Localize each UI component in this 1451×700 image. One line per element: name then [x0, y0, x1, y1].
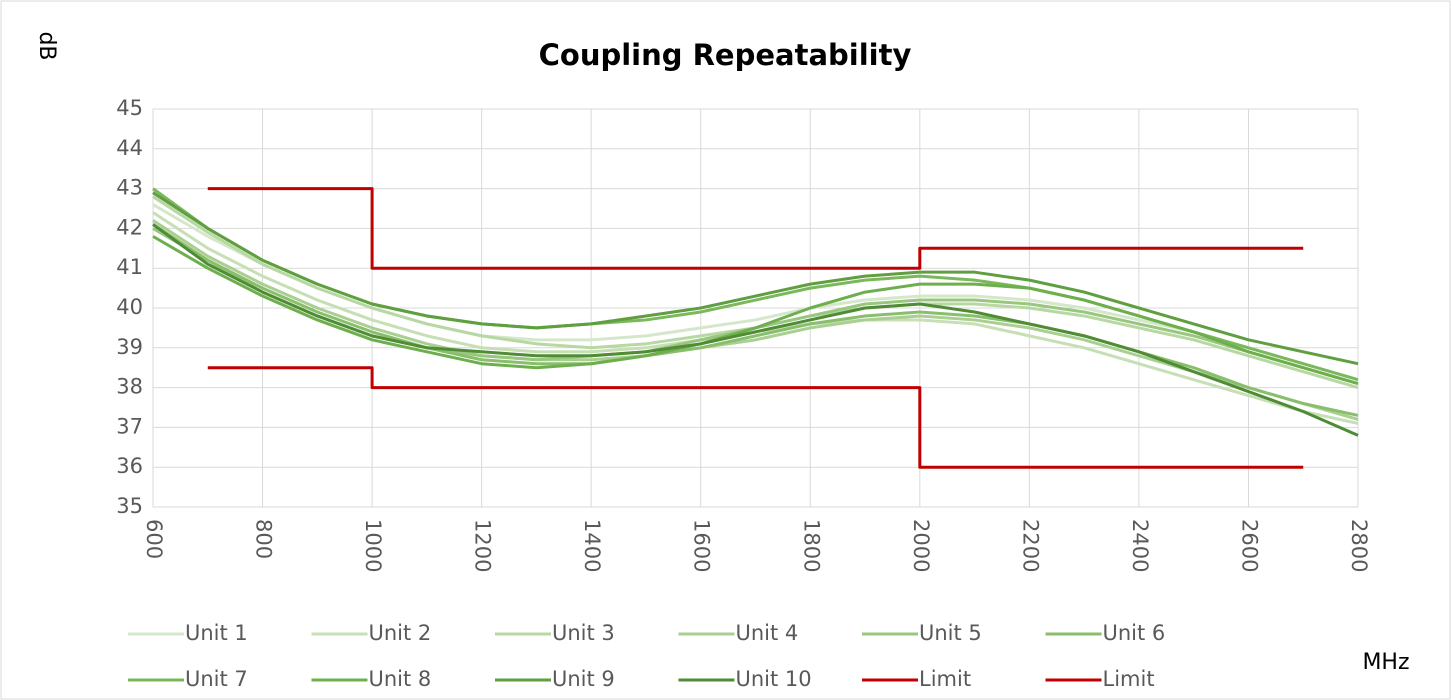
x-tick-label: 2600 [1237, 519, 1261, 572]
y-tick-label: 45 [116, 96, 143, 120]
x-tick-label: 800 [252, 519, 276, 559]
x-tick-label: 2200 [1018, 519, 1042, 572]
legend-label: Unit 6 [1103, 621, 1166, 645]
legend-label: Unit 3 [552, 621, 615, 645]
legend-label: Unit 5 [919, 621, 982, 645]
series-line [207, 366, 1304, 469]
legend-label: Unit 8 [369, 667, 432, 691]
y-tick-label: 40 [116, 295, 143, 319]
legend-label: Unit 7 [185, 667, 248, 691]
x-tick-label: 2000 [909, 519, 933, 572]
chart-title: Coupling Repeatability [539, 38, 912, 72]
legend-label: Unit 2 [369, 621, 432, 645]
legend-label: Unit 4 [736, 621, 799, 645]
x-tick-label: 1800 [799, 519, 823, 572]
y-tick-label: 44 [116, 136, 143, 160]
x-tick-label: 1200 [471, 519, 495, 572]
y-tick-label: 35 [116, 494, 143, 518]
series-line [152, 235, 1359, 386]
x-tick-label: 1600 [690, 519, 714, 572]
x-tick-label: 1400 [580, 519, 604, 572]
y-tick-label: 41 [116, 255, 143, 279]
y-tick-label: 38 [116, 375, 143, 399]
y-tick-label: 37 [116, 414, 143, 438]
legend-label: Unit 1 [185, 621, 248, 645]
y-tick-label: 43 [116, 176, 143, 200]
x-tick-label: 2800 [1347, 519, 1371, 572]
series-line [152, 223, 1359, 437]
x-tick-label: 1000 [361, 519, 385, 572]
y-tick-label: 42 [116, 215, 143, 239]
y-axis-label: dB [34, 31, 59, 60]
x-axis-label: MHz [1362, 650, 1409, 675]
x-tick-label: 600 [142, 519, 166, 559]
legend-label: Limit [1103, 667, 1155, 691]
x-tick-label: 2400 [1128, 519, 1152, 572]
legend-label: Unit 10 [736, 667, 812, 691]
y-tick-label: 39 [116, 335, 143, 359]
legend-label: Unit 9 [552, 667, 615, 691]
series-line [152, 191, 1359, 366]
y-tick-label: 36 [116, 454, 143, 478]
series-line [152, 219, 1359, 421]
series-line [207, 187, 1304, 270]
legend-label: Limit [919, 667, 971, 691]
